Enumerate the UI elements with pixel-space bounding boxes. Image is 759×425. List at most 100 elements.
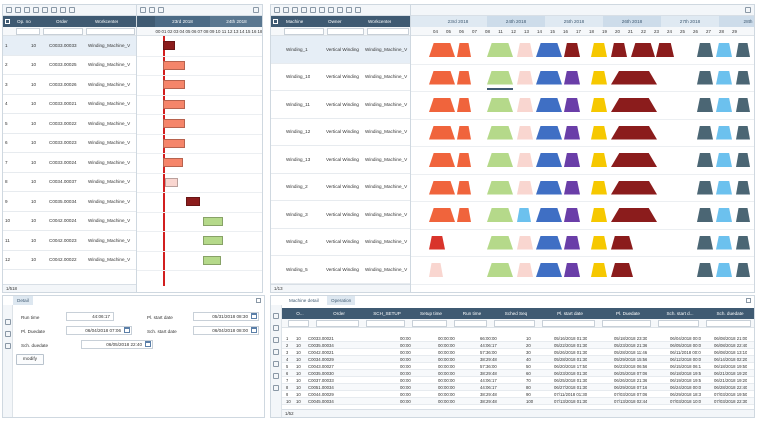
filter-op[interactable] bbox=[16, 28, 40, 35]
gantt-bar[interactable] bbox=[736, 43, 750, 57]
fit-icon[interactable] bbox=[158, 7, 164, 13]
grid-icon[interactable] bbox=[274, 7, 280, 13]
filter-order[interactable] bbox=[43, 28, 83, 35]
gantt-bar[interactable] bbox=[203, 255, 221, 265]
select-all-icon[interactable] bbox=[5, 19, 10, 24]
gantt-bar[interactable] bbox=[564, 70, 580, 85]
table-row[interactable]: 6 10 C0033.00023 Winding_Machine_V bbox=[3, 133, 136, 153]
gantt-bar[interactable] bbox=[517, 125, 533, 140]
gantt-bar[interactable] bbox=[517, 263, 533, 277]
gantt-bar[interactable] bbox=[716, 98, 732, 112]
gantt-bar[interactable] bbox=[611, 125, 657, 140]
gantt-bar[interactable] bbox=[536, 263, 562, 277]
table-row[interactable]: 5 10 C0043.00027 00:00 00:00:00 57:36:00 50 06/… bbox=[282, 363, 754, 370]
pl-duedate-field[interactable]: 06/04/2018 07:06 bbox=[66, 326, 132, 335]
gantt-bar[interactable] bbox=[716, 180, 732, 195]
gantt-bar[interactable] bbox=[536, 70, 562, 85]
zoom-out-icon[interactable] bbox=[149, 7, 155, 13]
table-row[interactable]: 8 10 C0034.00037 Winding_Machine_V bbox=[3, 172, 136, 192]
copy-icon[interactable] bbox=[33, 7, 39, 13]
table-row[interactable]: Winding_11 Vertical Winding Winding_Machin… bbox=[271, 91, 410, 119]
col-header[interactable]: O... bbox=[296, 311, 304, 316]
table-row[interactable]: 3 10 C0033.00026 Winding_Machine_V bbox=[3, 75, 136, 95]
gantt-bar[interactable] bbox=[697, 43, 713, 57]
gantt-bar[interactable] bbox=[203, 236, 223, 245]
filter-icon[interactable] bbox=[283, 7, 289, 13]
gantt-bar[interactable] bbox=[591, 98, 607, 112]
filter-box[interactable] bbox=[706, 320, 751, 327]
filter-box[interactable] bbox=[412, 320, 447, 327]
gantt-bar[interactable] bbox=[716, 235, 732, 250]
gantt-bar[interactable] bbox=[716, 70, 732, 85]
filter-box[interactable] bbox=[288, 320, 309, 327]
col-header[interactable]: Order bbox=[333, 311, 345, 316]
doc-icon[interactable] bbox=[355, 7, 361, 13]
gantt-bar[interactable] bbox=[736, 125, 750, 140]
table-row[interactable]: 7 10 C0033.00024 Winding_Machine_V bbox=[3, 153, 136, 173]
export-icon[interactable] bbox=[51, 7, 57, 13]
gantt-bar[interactable] bbox=[611, 208, 657, 222]
gantt-bar[interactable] bbox=[697, 125, 713, 140]
table-row[interactable]: 10 10 C0042.00024 Winding_Machine_V bbox=[3, 211, 136, 231]
gantt-bar[interactable] bbox=[457, 98, 471, 112]
table-row[interactable]: Winding_13 Vertical Winding Winding_Machin… bbox=[271, 146, 410, 174]
table-row[interactable]: 6 10 C0035.00030 00:00 00:00:00 38:29:48 60 06/… bbox=[282, 370, 754, 377]
table-row[interactable]: 9 10 C0044.00029 00:00 00:00:00 38:29:48 90 07/… bbox=[282, 391, 754, 398]
filter-box[interactable] bbox=[602, 320, 651, 327]
pin-icon[interactable] bbox=[746, 298, 751, 303]
gantt-bar[interactable] bbox=[457, 125, 471, 140]
table-row[interactable]: 3 10 C0042.00021 00:00 00:00:00 57:36:00 30 05/… bbox=[282, 349, 754, 356]
gantt-bar[interactable] bbox=[203, 216, 223, 226]
gantt-bar[interactable] bbox=[517, 180, 533, 195]
gantt-bar[interactable] bbox=[457, 153, 471, 167]
gantt-bar[interactable] bbox=[611, 43, 627, 57]
refresh-icon[interactable] bbox=[273, 385, 279, 391]
gantt-bar[interactable] bbox=[429, 43, 455, 57]
grid-icon[interactable] bbox=[6, 7, 12, 13]
filter-machine[interactable] bbox=[284, 28, 324, 35]
gantt-bar[interactable] bbox=[536, 180, 562, 195]
modify-button[interactable]: modify bbox=[16, 354, 44, 365]
gantt-bar[interactable] bbox=[716, 125, 732, 140]
gantt-bar[interactable] bbox=[536, 208, 562, 222]
gantt-bar[interactable] bbox=[536, 43, 562, 57]
gantt-bar[interactable] bbox=[536, 153, 562, 167]
sch-duedate-field[interactable]: 06/05/2018 22:40 bbox=[81, 340, 153, 349]
paste-icon[interactable] bbox=[310, 7, 316, 13]
gantt-bar[interactable] bbox=[697, 235, 713, 250]
filter-box[interactable] bbox=[316, 320, 359, 327]
pin-icon[interactable] bbox=[253, 7, 259, 13]
delete-icon[interactable] bbox=[337, 7, 343, 13]
select-all-icon[interactable] bbox=[273, 19, 278, 24]
tab-machine-detail[interactable]: Machine detail bbox=[289, 298, 319, 303]
gantt-bar[interactable] bbox=[591, 180, 607, 195]
gantt-bar[interactable] bbox=[697, 180, 713, 195]
col-workcenter[interactable]: Workcenter bbox=[368, 19, 392, 24]
table-row[interactable]: Winding_1 Vertical Winding Winding_Machine… bbox=[271, 36, 410, 64]
gantt-bar[interactable] bbox=[487, 98, 513, 112]
gantt-bar[interactable] bbox=[165, 177, 178, 187]
gantt-bar[interactable] bbox=[457, 43, 471, 57]
delete-icon[interactable] bbox=[273, 349, 279, 355]
sch-start-field[interactable]: 06/04/2018 08:00 bbox=[193, 326, 259, 335]
gantt-bar[interactable] bbox=[611, 235, 633, 250]
gantt-bar[interactable] bbox=[697, 263, 713, 277]
gantt-bar[interactable] bbox=[487, 263, 513, 277]
table-row[interactable]: 1 10 C0033.00033 Winding_Machine_V bbox=[3, 36, 136, 56]
filter-box[interactable] bbox=[366, 320, 405, 327]
filter-box[interactable] bbox=[658, 320, 699, 327]
table-row[interactable]: 7 10 C0037.00033 00:00 00:00:00 44:06:17 70 06/… bbox=[282, 377, 754, 384]
calendar-icon[interactable] bbox=[251, 313, 257, 319]
link-icon[interactable] bbox=[273, 373, 279, 379]
gantt-bar[interactable] bbox=[163, 60, 185, 70]
gantt-bar[interactable] bbox=[564, 43, 580, 57]
gantt-bar[interactable] bbox=[487, 125, 513, 140]
gantt-bar[interactable] bbox=[736, 70, 750, 85]
gantt-bar[interactable] bbox=[591, 125, 607, 140]
gantt-bar[interactable] bbox=[163, 99, 185, 109]
gantt-bar[interactable] bbox=[517, 70, 533, 85]
gantt-bar[interactable] bbox=[631, 43, 655, 57]
gantt-bar[interactable] bbox=[487, 153, 513, 167]
gantt-bar[interactable] bbox=[487, 235, 513, 250]
col-header[interactable]: Setup time bbox=[420, 311, 442, 316]
